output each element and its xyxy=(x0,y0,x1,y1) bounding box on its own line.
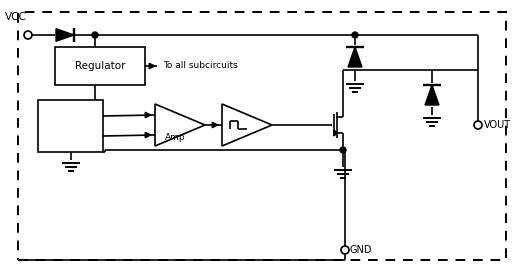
Text: Amp: Amp xyxy=(165,133,186,142)
Text: Regulator: Regulator xyxy=(75,61,125,71)
Polygon shape xyxy=(348,47,362,67)
Polygon shape xyxy=(334,130,337,136)
Polygon shape xyxy=(425,85,439,105)
Text: VOUT: VOUT xyxy=(484,120,511,130)
Text: To all subcircuits: To all subcircuits xyxy=(163,62,238,70)
Text: VCC: VCC xyxy=(5,12,27,22)
Circle shape xyxy=(92,32,98,38)
Circle shape xyxy=(24,31,32,39)
Circle shape xyxy=(352,32,358,38)
FancyBboxPatch shape xyxy=(38,100,103,152)
Text: GND: GND xyxy=(349,245,371,255)
Circle shape xyxy=(341,246,349,254)
Circle shape xyxy=(474,121,482,129)
Polygon shape xyxy=(56,29,74,41)
Circle shape xyxy=(340,147,346,153)
FancyBboxPatch shape xyxy=(55,47,145,85)
